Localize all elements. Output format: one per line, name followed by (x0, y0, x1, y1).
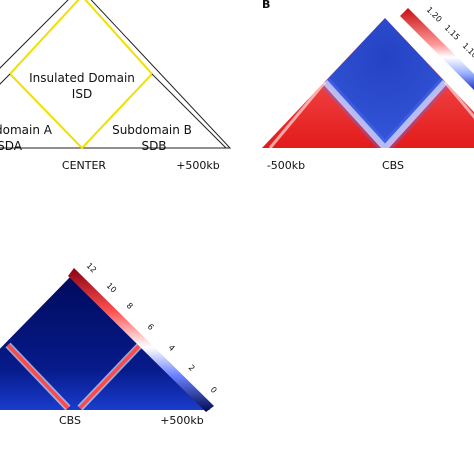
panel-c-colorbar (68, 268, 214, 412)
outer-triangle (0, 0, 232, 149)
panel-a: Insulated Domain ISD Subdomain A SDA Sub… (0, 0, 232, 172)
panel-c-axis-right: +500kb (160, 414, 204, 427)
insulated-domain-label: Insulated Domain (29, 71, 135, 85)
panel-b-axis-left: -500kb (267, 159, 305, 172)
panel-c: 12 10 8 6 4 2 0 CBS +500kb (0, 261, 219, 427)
panel-c-cbar-tick: 6 (146, 322, 156, 332)
panel-c-cbar-tick: 8 (125, 301, 135, 311)
panel-c-cbar-tick: 4 (167, 343, 177, 353)
panel-b-heatmap (262, 18, 474, 148)
panel-c-axis-center: CBS (59, 414, 81, 427)
panel-c-cbar-tick: 10 (105, 281, 119, 295)
subdomain-b-label: Subdomain B (112, 123, 192, 137)
subdomain-b-abbr: SDB (141, 139, 166, 153)
panel-c-heatmap (0, 272, 210, 410)
panel-b-cbar-tick: 1.10 (461, 41, 474, 60)
panel-b-colorbar-diag (400, 8, 474, 90)
insulated-domain-abbr: ISD (72, 87, 92, 101)
panel-b-letter: B (262, 0, 270, 11)
subdomain-b-border (151, 73, 227, 149)
axis-center-label: CENTER (62, 159, 107, 172)
panel-b: B 1.20 1.15 1.10 -500kb CBS (262, 0, 474, 172)
panel-c-cbar-tick: 0 (209, 385, 219, 395)
panel-c-cbar-tick: 12 (85, 261, 99, 275)
panel-b-cbar-tick: 1.15 (443, 23, 462, 42)
insulated-domain-diamond (8, 0, 154, 150)
panel-b-axis-center: CBS (382, 159, 404, 172)
axis-right-label: +500kb (176, 159, 220, 172)
subdomain-a-abbr: SDA (0, 139, 23, 153)
panel-b-cbar-tick: 1.20 (425, 5, 444, 24)
panel-c-cbar-tick: 2 (187, 363, 197, 373)
central-insulated-domain (325, 18, 445, 148)
subdomain-a-label: Subdomain A (0, 123, 53, 137)
